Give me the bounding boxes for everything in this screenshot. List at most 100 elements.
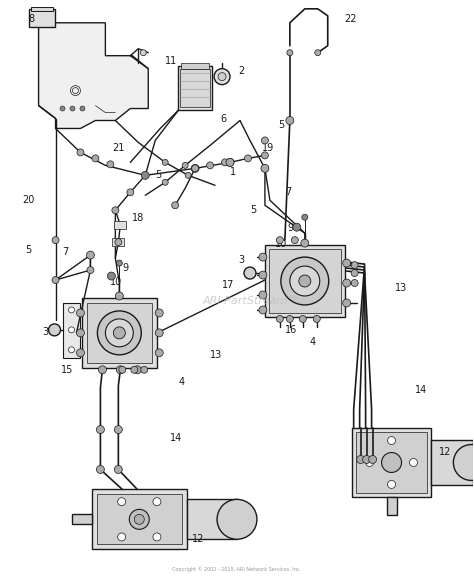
Text: 13: 13: [394, 283, 407, 293]
Circle shape: [315, 50, 321, 55]
Circle shape: [141, 171, 149, 179]
Circle shape: [301, 239, 309, 247]
Text: 17: 17: [222, 280, 235, 290]
Circle shape: [343, 259, 351, 267]
Circle shape: [259, 291, 267, 299]
Circle shape: [131, 366, 138, 373]
Text: 22: 22: [345, 14, 357, 24]
Circle shape: [365, 458, 374, 466]
Circle shape: [287, 50, 293, 55]
Circle shape: [115, 239, 122, 246]
Text: 4: 4: [178, 377, 184, 387]
Text: 3: 3: [43, 327, 49, 337]
Circle shape: [214, 69, 230, 84]
Text: 19: 19: [262, 143, 274, 153]
Circle shape: [259, 306, 267, 314]
Circle shape: [162, 179, 168, 186]
Circle shape: [182, 162, 188, 168]
Text: 9: 9: [288, 223, 294, 233]
Text: 7: 7: [285, 187, 291, 197]
Circle shape: [105, 319, 133, 347]
Circle shape: [134, 514, 144, 524]
Circle shape: [313, 316, 320, 323]
Circle shape: [86, 251, 94, 259]
Bar: [356, 432, 428, 494]
Circle shape: [292, 236, 298, 244]
Bar: [431, 439, 474, 486]
Circle shape: [207, 162, 214, 169]
Text: 5: 5: [155, 171, 162, 180]
Circle shape: [185, 172, 191, 179]
Circle shape: [286, 316, 293, 323]
Circle shape: [286, 117, 294, 124]
Bar: [178, 66, 212, 109]
Text: 11: 11: [165, 55, 177, 66]
Circle shape: [388, 480, 395, 488]
Circle shape: [153, 533, 161, 541]
Bar: [265, 245, 345, 317]
Circle shape: [99, 366, 106, 374]
Circle shape: [218, 73, 226, 80]
Polygon shape: [38, 23, 148, 128]
Bar: [92, 490, 187, 549]
Text: 12: 12: [439, 447, 452, 457]
Bar: [112, 238, 124, 246]
Circle shape: [96, 425, 104, 434]
Circle shape: [76, 309, 84, 317]
Circle shape: [118, 533, 126, 541]
Circle shape: [108, 272, 115, 280]
Text: 14: 14: [170, 432, 182, 443]
Circle shape: [299, 275, 311, 287]
Bar: [63, 303, 81, 358]
Circle shape: [276, 316, 283, 323]
Circle shape: [290, 266, 320, 296]
Text: 16: 16: [285, 325, 297, 335]
Text: 18: 18: [132, 213, 145, 223]
Text: 3: 3: [238, 255, 244, 265]
Circle shape: [259, 271, 267, 279]
Circle shape: [52, 276, 59, 284]
Bar: [28, 9, 55, 27]
Bar: [180, 69, 210, 106]
Circle shape: [382, 453, 401, 472]
Text: 12: 12: [192, 534, 204, 544]
Text: 5: 5: [26, 245, 32, 255]
Circle shape: [48, 324, 61, 336]
Circle shape: [140, 50, 146, 55]
Circle shape: [116, 366, 124, 374]
Bar: [387, 498, 397, 516]
Circle shape: [77, 149, 84, 156]
Text: 10: 10: [110, 277, 123, 287]
Circle shape: [114, 465, 122, 473]
Circle shape: [133, 366, 141, 374]
Bar: [181, 62, 209, 69]
Circle shape: [343, 299, 351, 307]
Bar: [98, 494, 182, 544]
Circle shape: [191, 164, 199, 172]
Circle shape: [69, 327, 74, 333]
Circle shape: [226, 158, 234, 166]
Circle shape: [114, 425, 122, 434]
Circle shape: [96, 465, 104, 473]
Circle shape: [113, 327, 125, 339]
Circle shape: [153, 498, 161, 506]
Text: 4: 4: [310, 337, 316, 347]
Circle shape: [261, 164, 269, 172]
Text: 20: 20: [23, 195, 35, 205]
Circle shape: [60, 106, 65, 111]
Circle shape: [262, 137, 268, 144]
Circle shape: [155, 349, 163, 357]
Circle shape: [141, 366, 148, 373]
Circle shape: [245, 155, 252, 162]
Text: 8: 8: [28, 14, 35, 24]
Bar: [187, 499, 237, 539]
Bar: [31, 7, 53, 11]
Text: 5: 5: [278, 120, 284, 131]
Circle shape: [299, 316, 306, 323]
Circle shape: [162, 160, 168, 165]
Text: 10: 10: [275, 239, 287, 249]
Circle shape: [127, 189, 134, 196]
Circle shape: [363, 455, 371, 464]
Circle shape: [172, 202, 179, 209]
Circle shape: [388, 436, 395, 444]
